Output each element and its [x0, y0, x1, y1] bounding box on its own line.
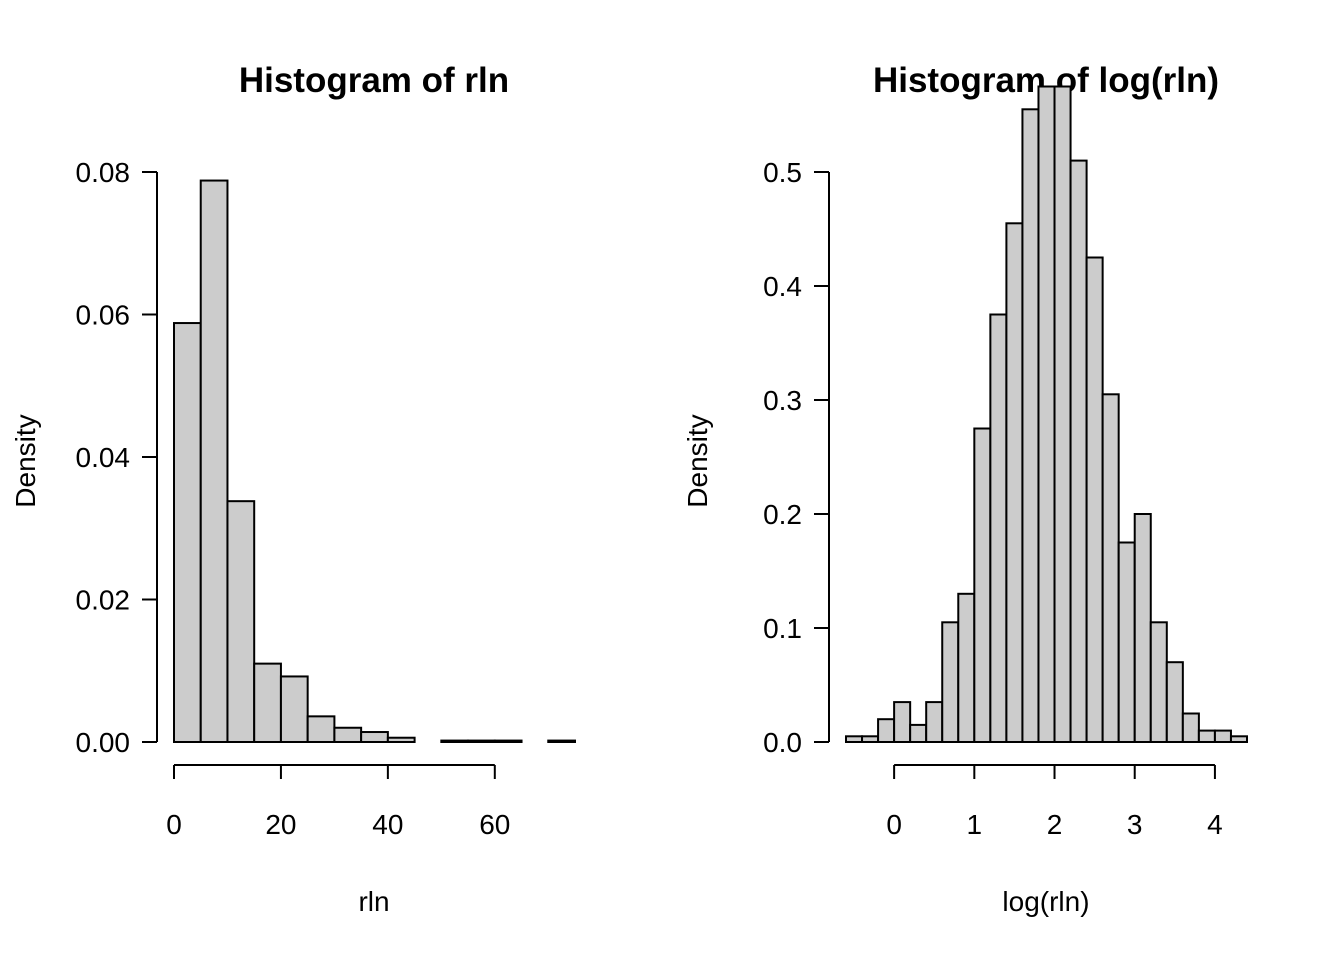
bars — [173, 179, 576, 744]
histogram-bar — [925, 701, 944, 743]
y-tick-label: 0.1 — [763, 613, 802, 644]
x-tick-label: 4 — [1207, 809, 1223, 840]
histogram-bar — [1085, 256, 1104, 743]
histogram-bar — [1069, 159, 1088, 744]
histogram-bar — [253, 662, 282, 743]
histogram-bar — [1213, 729, 1232, 743]
histogram-bar — [845, 735, 864, 743]
histogram-bar — [333, 726, 363, 743]
y-tick-label: 0.04 — [76, 442, 131, 473]
histogram-bar — [306, 715, 336, 743]
histogram-bar — [877, 718, 896, 744]
x-axis-label: rln — [358, 886, 389, 917]
histogram-bar — [1101, 393, 1120, 743]
histogram-bar — [1197, 729, 1216, 743]
histogram-bar — [1037, 85, 1056, 743]
histogram-bar — [360, 731, 389, 744]
histogram-bar — [1133, 513, 1152, 743]
y-tick-label: 0.06 — [76, 300, 131, 331]
y-tick-label: 0.5 — [763, 157, 802, 188]
histogram-bar — [173, 322, 202, 743]
histogram-bar — [1149, 621, 1168, 743]
y-axis-label: Density — [10, 414, 41, 507]
histogram-rln-panel: Histogram of rln rln Density 0 20 40 60 0.0… — [10, 61, 576, 917]
y-tick-label: 0.2 — [763, 499, 802, 530]
histogram-bar — [957, 592, 976, 743]
histogram-bar — [226, 500, 256, 743]
y-axis: 0.0 0.1 0.2 0.3 0.4 0.5 — [763, 157, 830, 758]
histogram-bar — [989, 313, 1008, 743]
histogram-bar — [1021, 108, 1040, 744]
histogram-bar — [893, 701, 912, 743]
histogram-bar — [493, 739, 523, 744]
histogram-bar — [1229, 735, 1248, 743]
x-tick-label: 60 — [479, 809, 510, 840]
histogram-bar — [547, 739, 576, 744]
x-axis: 0 20 40 60 — [166, 764, 510, 840]
x-tick-label: 40 — [372, 809, 403, 840]
y-tick-label: 0.08 — [76, 157, 131, 188]
histogram-bar — [467, 739, 496, 744]
y-axis: 0.00 0.02 0.04 0.06 0.08 — [76, 157, 158, 758]
histogram-bar — [199, 179, 229, 744]
bars — [845, 85, 1248, 744]
x-axis: 0 1 2 3 4 — [886, 764, 1223, 840]
histogram-bar — [440, 739, 470, 744]
histogram-bar — [279, 675, 309, 744]
y-tick-label: 0.00 — [76, 727, 131, 758]
x-axis-label: log(rln) — [1002, 886, 1089, 917]
chart-title: Histogram of rln — [239, 61, 509, 100]
x-tick-label: 20 — [265, 809, 296, 840]
histogram-bar — [973, 427, 992, 743]
histogram-bar — [1117, 541, 1136, 743]
x-tick-label: 1 — [967, 809, 983, 840]
y-tick-label: 0.3 — [763, 385, 802, 416]
histogram-log-rln-panel: Histogram of log(rln) log(rln) Density 0… — [682, 61, 1248, 917]
histogram-bar — [1053, 85, 1072, 743]
histogram-bar — [1165, 661, 1184, 744]
x-tick-label: 2 — [1047, 809, 1063, 840]
histogram-bar — [1181, 712, 1200, 743]
x-tick-label: 0 — [166, 809, 182, 840]
y-tick-label: 0.02 — [76, 585, 131, 616]
histogram-bar — [386, 736, 416, 743]
histogram-bar — [909, 723, 928, 744]
y-axis-label: Density — [682, 414, 713, 507]
y-tick-label: 0.4 — [763, 271, 802, 302]
y-tick-label: 0.0 — [763, 727, 802, 758]
x-tick-label: 0 — [886, 809, 902, 840]
x-tick-label: 3 — [1127, 809, 1143, 840]
histogram-bar — [941, 621, 960, 743]
histogram-bar — [1005, 222, 1024, 744]
histogram-bar — [861, 735, 880, 743]
